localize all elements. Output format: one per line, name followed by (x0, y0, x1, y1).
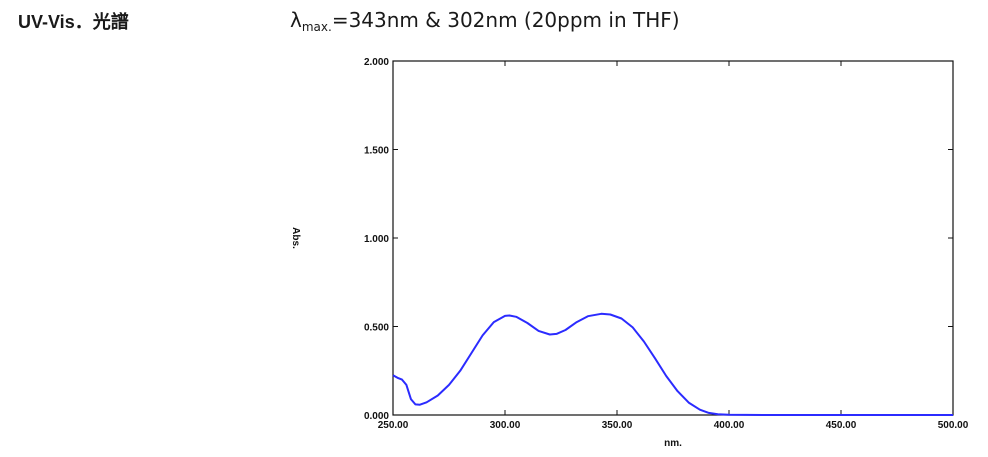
lambda-subscript: max. (301, 20, 332, 34)
x-tick-label: 400.00 (714, 420, 745, 431)
y-tick-label: 1.000 (364, 234, 389, 245)
y-tick-label: 0.000 (364, 411, 389, 422)
x-tick-label: 350.00 (602, 420, 633, 431)
x-tick-label: 450.00 (826, 420, 857, 431)
axis-ticks (392, 60, 954, 416)
lambda-symbol: λ (290, 8, 302, 32)
x-tick-label: 500.00 (938, 420, 969, 431)
x-axis-label: nm. (664, 438, 682, 449)
y-tick-label: 0.500 (364, 323, 389, 334)
y-tick-label: 1.500 (364, 146, 389, 157)
x-tick-label: 300.00 (490, 420, 521, 431)
y-tick-labels: 0.000 0.500 1.000 1.500 2.000 (364, 57, 389, 422)
absorbance-curve (392, 312, 953, 416)
x-tick-label: 250.00 (378, 420, 409, 431)
y-tick-label: 2.000 (364, 57, 389, 68)
y-axis-label: Abs. (290, 227, 301, 249)
x-tick-labels: 250.00 300.00 350.00 400.00 450.00 500.00 (378, 420, 969, 431)
plot-frame (392, 60, 954, 416)
lambda-max-annotation: λmax.=343nm & 302nm (20ppm in THF) (290, 8, 680, 34)
spectrum-heading: UV-Vis．光譜 (18, 12, 129, 32)
lambda-values: =343nm & 302nm (20ppm in THF) (331, 8, 680, 32)
